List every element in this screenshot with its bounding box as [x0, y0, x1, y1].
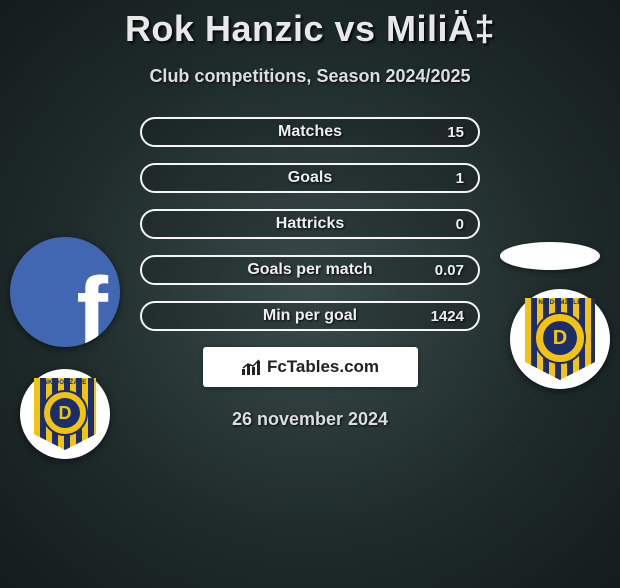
stat-value-right: 0 — [456, 216, 464, 233]
page-subtitle: Club competitions, Season 2024/2025 — [0, 66, 620, 87]
facebook-icon: f — [76, 264, 108, 347]
stat-label: Hattricks — [276, 215, 344, 233]
stat-value-right: 15 — [447, 124, 464, 141]
stat-value-right: 1424 — [431, 308, 464, 325]
player2-club-badge: NK DOMŽALE D — [510, 289, 610, 389]
stat-row-goals-per-match: Goals per match 0.07 — [140, 255, 480, 285]
club-badge-letter: D — [543, 321, 577, 355]
fctables-watermark: FcTables.com — [203, 347, 418, 387]
player1-club-badge: NK DOMŽALE D — [20, 369, 110, 459]
stat-label: Goals — [288, 169, 332, 187]
stat-label: Min per goal — [263, 307, 357, 325]
club-badge-letter: D — [50, 398, 80, 428]
stat-value-right: 0.07 — [435, 262, 464, 279]
stat-row-min-per-goal: Min per goal 1424 — [140, 301, 480, 331]
player2-avatar-placeholder — [500, 242, 600, 270]
stat-value-right: 1 — [456, 170, 464, 187]
stat-row-matches: Matches 15 — [140, 117, 480, 147]
club-badge-text: NK DOMŽALE — [525, 300, 595, 306]
stats-container: Matches 15 Goals 1 Hattricks 0 Goals per… — [140, 117, 480, 331]
fctables-label: FcTables.com — [267, 357, 379, 377]
content-area: f NK DOMŽALE D NK DOMŽALE D Matches 15 G… — [0, 117, 620, 430]
stat-row-hattricks: Hattricks 0 — [140, 209, 480, 239]
stat-label: Goals per match — [247, 261, 372, 279]
stat-label: Matches — [278, 123, 342, 141]
stat-row-goals: Goals 1 — [140, 163, 480, 193]
player1-avatar: f — [10, 237, 120, 347]
club-badge-text: NK DOMŽALE — [34, 380, 96, 386]
bar-chart-icon — [241, 358, 263, 376]
page-title: Rok Hanzic vs MiliÄ‡ — [0, 8, 620, 50]
